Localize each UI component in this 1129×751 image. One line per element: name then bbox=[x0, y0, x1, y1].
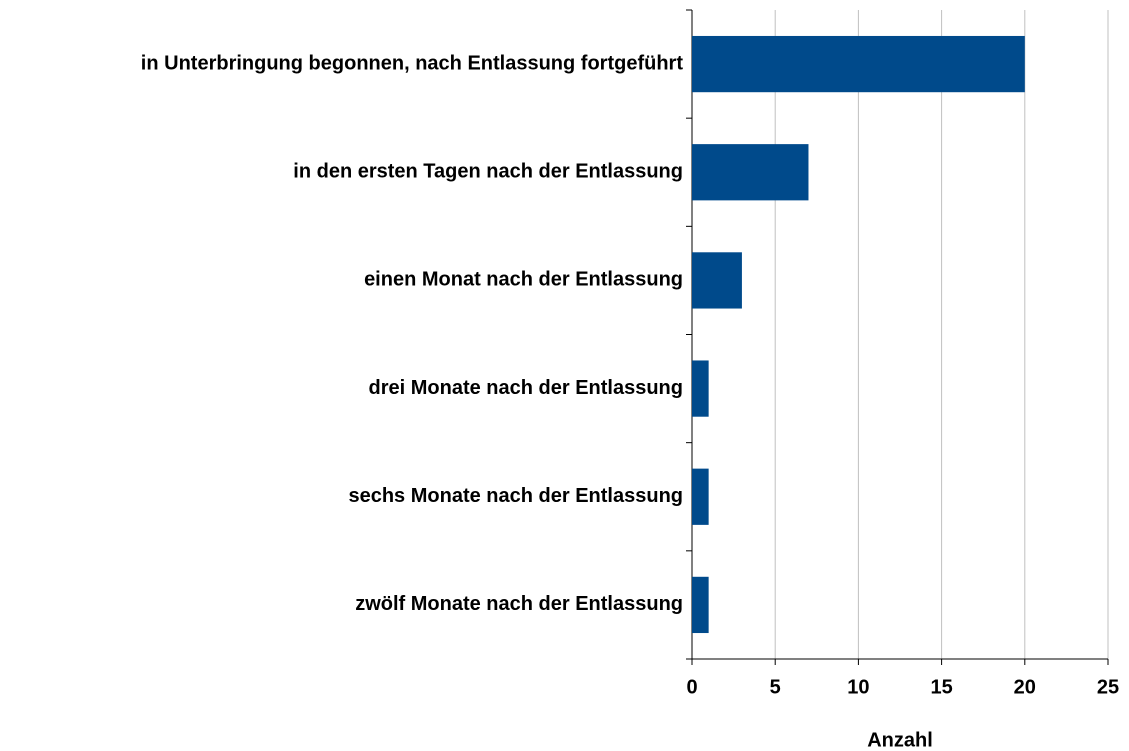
bar bbox=[692, 144, 809, 201]
bar bbox=[692, 360, 709, 417]
x-tick-label: 5 bbox=[770, 676, 781, 698]
y-tick-label: in Unterbringung begonnen, nach Entlassu… bbox=[141, 52, 684, 74]
x-axis-label: Anzahl bbox=[867, 729, 933, 751]
bar bbox=[692, 252, 742, 309]
y-tick-label: zwölf Monate nach der Entlassung bbox=[355, 593, 683, 615]
y-tick-label: sechs Monate nach der Entlassung bbox=[348, 485, 683, 507]
bar bbox=[692, 468, 709, 525]
bar bbox=[692, 35, 1025, 93]
y-tick-label: in den ersten Tagen nach der Entlassung bbox=[293, 161, 683, 183]
x-tick-label: 15 bbox=[930, 676, 952, 698]
y-tick-label: einen Monat nach der Entlassung bbox=[364, 269, 683, 291]
x-tick-label: 10 bbox=[847, 676, 869, 698]
bar bbox=[692, 576, 709, 634]
y-tick-label: drei Monate nach der Entlassung bbox=[368, 377, 683, 399]
x-tick-label: 0 bbox=[686, 676, 697, 698]
x-tick-label: 20 bbox=[1014, 676, 1036, 698]
x-tick-label: 25 bbox=[1097, 676, 1119, 698]
